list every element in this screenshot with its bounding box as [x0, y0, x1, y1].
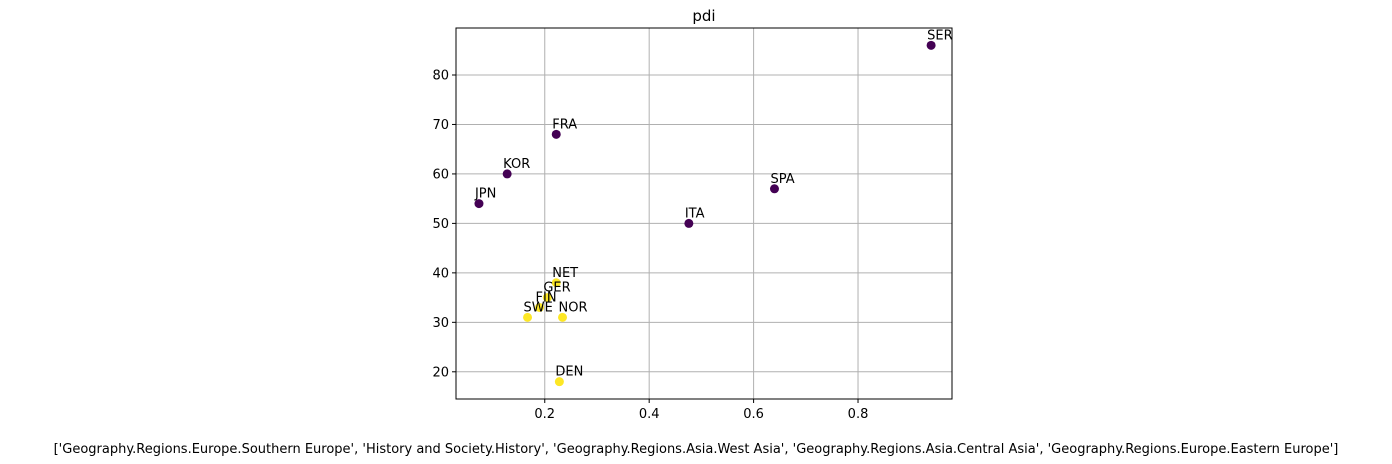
point-label-fra: FRA — [552, 117, 577, 132]
data-point-ita — [684, 218, 694, 228]
plot-area-frame — [455, 27, 953, 400]
data-point-net — [551, 278, 561, 288]
grid-lines — [456, 28, 952, 399]
data-point-ser — [926, 40, 936, 50]
chart-title: pdi — [692, 7, 715, 25]
data-point-fra — [551, 129, 561, 139]
point-label-fin: FIN — [536, 290, 557, 305]
x-axis-label: ['Geography.Regions.Europe.Southern Euro… — [54, 442, 1339, 457]
y-tick-label: 60 — [432, 167, 449, 182]
point-label-den: DEN — [555, 365, 583, 380]
data-point-spa — [769, 184, 779, 194]
data-point-ger — [542, 293, 552, 303]
data-point-swe — [523, 312, 533, 322]
x-tick-label: 0.6 — [743, 407, 764, 422]
data-point-fin — [535, 302, 545, 312]
x-tick-label: 0.8 — [848, 407, 869, 422]
data-point-jpn — [474, 199, 484, 209]
data-point-kor — [502, 169, 512, 179]
point-label-nor: NOR — [559, 300, 588, 315]
x-tick-label: 0.2 — [534, 407, 555, 422]
point-label-net: NET — [552, 266, 578, 281]
axis-ticks: 0.2 0.4 0.6 0.8 20 30 40 50 60 70 80 — [432, 68, 868, 422]
y-tick-label: 30 — [432, 316, 449, 331]
data-point-den — [554, 377, 564, 387]
data-point-nor — [558, 312, 568, 322]
data-points — [474, 40, 936, 387]
point-label-kor: KOR — [503, 157, 530, 172]
y-tick-label: 70 — [432, 118, 449, 133]
y-tick-label: 20 — [432, 365, 449, 380]
point-label-ser: SER — [927, 28, 953, 43]
point-label-spa: SPA — [770, 172, 794, 187]
x-tick-label: 0.4 — [639, 407, 660, 422]
point-label-swe: SWE — [524, 300, 553, 315]
point-label-jpn: JPN — [474, 187, 496, 202]
point-label-ger: GER — [543, 281, 570, 296]
y-tick-label: 50 — [432, 217, 449, 232]
point-label-ita: ITA — [685, 206, 705, 221]
y-tick-label: 80 — [432, 68, 449, 83]
y-tick-label: 40 — [432, 266, 449, 281]
